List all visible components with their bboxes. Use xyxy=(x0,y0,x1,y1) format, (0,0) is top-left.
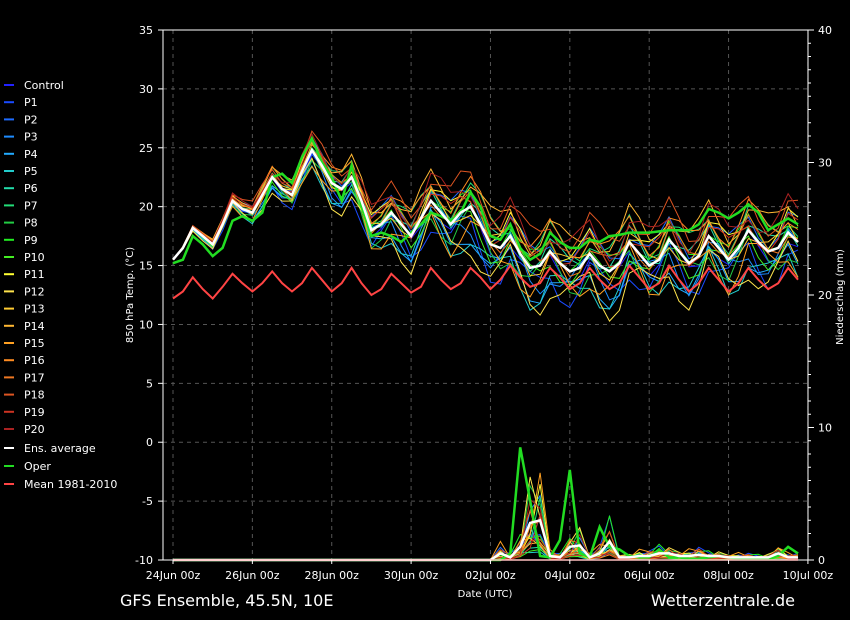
x-tick-label: 10Jul 00z xyxy=(783,569,834,582)
x-tick-label: 28Jun 00z xyxy=(305,569,360,582)
legend-item: Ens. average xyxy=(24,442,96,455)
legend-item: P3 xyxy=(24,131,38,144)
y-tick-label: 15 xyxy=(139,260,153,273)
x-tick-label: 26Jun 00z xyxy=(225,569,280,582)
legend-item: P11 xyxy=(24,268,45,281)
legend-item: P8 xyxy=(24,217,38,230)
y2-tick-label: 40 xyxy=(818,24,832,37)
temp-series-p10 xyxy=(172,147,799,286)
x-tick-label: 04Jul 00z xyxy=(545,569,596,582)
legend-item: P13 xyxy=(24,303,45,316)
x-axis-label: Date (UTC) xyxy=(458,589,513,600)
y-tick-label: 30 xyxy=(139,83,153,96)
legend-item: P14 xyxy=(24,320,45,333)
y-axis-label: 850 hPa Temp. (°C) xyxy=(125,247,136,343)
footer-source: Wetterzentrale.de xyxy=(651,591,795,610)
y-tick-label: -10 xyxy=(135,554,153,567)
legend-item: P18 xyxy=(24,389,45,402)
chart-title: Brescia (IT) 850 hPa Temp. & Niederschla… xyxy=(142,3,728,23)
legend-item: Control xyxy=(24,79,64,92)
temp-series-mean-1981-2010 xyxy=(172,263,799,300)
temp-series-p17 xyxy=(172,148,799,278)
temp-series-p16 xyxy=(172,143,799,261)
temp-series-control xyxy=(172,151,799,285)
plot-frame xyxy=(162,29,809,561)
legend-item: P10 xyxy=(24,251,45,264)
y2-tick-label: 20 xyxy=(818,289,832,302)
legend-item: P12 xyxy=(24,285,45,298)
precip-series-p8 xyxy=(173,484,798,561)
legend-item: P1 xyxy=(24,96,38,109)
y-tick-label: 10 xyxy=(139,318,153,331)
temp-series-p14 xyxy=(172,141,799,261)
y2-axis-label: Niederschlag (mm) xyxy=(835,249,846,345)
precip-series-oper xyxy=(173,447,799,562)
legend-item: P4 xyxy=(24,148,38,161)
temp-series-oper xyxy=(172,135,799,265)
y2-axis-ticks: 0 10 20 30 40 xyxy=(808,24,832,567)
temp-series-p4 xyxy=(172,158,799,310)
legend-item: P6 xyxy=(24,182,38,195)
y-tick-label: 5 xyxy=(146,377,153,390)
legend-item: P2 xyxy=(24,113,38,126)
x-tick-label: 08Jul 00z xyxy=(703,569,754,582)
temp-series-p12 xyxy=(172,157,799,322)
temp-series-p1 xyxy=(172,153,799,309)
precipitation-series xyxy=(173,447,799,562)
y-tick-label: 25 xyxy=(139,142,153,155)
legend: Control P1 P2 P3 P4 P5 P6 P7 P8 P9 P10 P11 P12 P13 P14… xyxy=(4,79,117,491)
legend-item: P5 xyxy=(24,165,38,178)
y-tick-label: -5 xyxy=(142,495,153,508)
y-tick-label: 0 xyxy=(146,436,153,449)
legend-item: P17 xyxy=(24,371,45,384)
legend-item: P15 xyxy=(24,337,45,350)
footer-model-info: GFS Ensemble, 45.5N, 10E xyxy=(120,591,333,610)
x-tick-label: 02Jul 00z xyxy=(465,569,516,582)
legend-item: P16 xyxy=(24,354,45,367)
y-tick-label: 20 xyxy=(139,201,153,214)
legend-item: P20 xyxy=(24,423,45,436)
temp-series-ens-average xyxy=(172,147,799,273)
y-tick-label: 35 xyxy=(139,24,153,37)
y2-tick-label: 10 xyxy=(818,422,832,435)
x-axis-ticks: 24Jun 00z 26Jun 00z 28Jun 00z 30Jun 00z 02Ju… xyxy=(146,560,834,582)
precip-series-p12 xyxy=(173,476,798,561)
temperature-series xyxy=(172,130,799,322)
x-tick-label: 30Jun 00z xyxy=(384,569,439,582)
legend-item: Oper xyxy=(24,460,51,473)
y-axis-ticks: -10 -5 0 5 10 15 20 25 30 35 xyxy=(135,24,163,567)
precip-series-p11 xyxy=(173,484,799,561)
legend-item: Mean 1981-2010 xyxy=(24,478,117,491)
legend-item: P19 xyxy=(24,406,45,419)
grid xyxy=(163,29,809,561)
x-tick-label: 24Jun 00z xyxy=(146,569,201,582)
legend-item: P7 xyxy=(24,199,38,212)
precip-series-p15 xyxy=(173,472,799,561)
x-tick-label: 06Jul 00z xyxy=(624,569,675,582)
y2-tick-label: 0 xyxy=(818,554,825,567)
y2-tick-label: 30 xyxy=(818,157,832,170)
legend-item: P9 xyxy=(24,234,38,247)
